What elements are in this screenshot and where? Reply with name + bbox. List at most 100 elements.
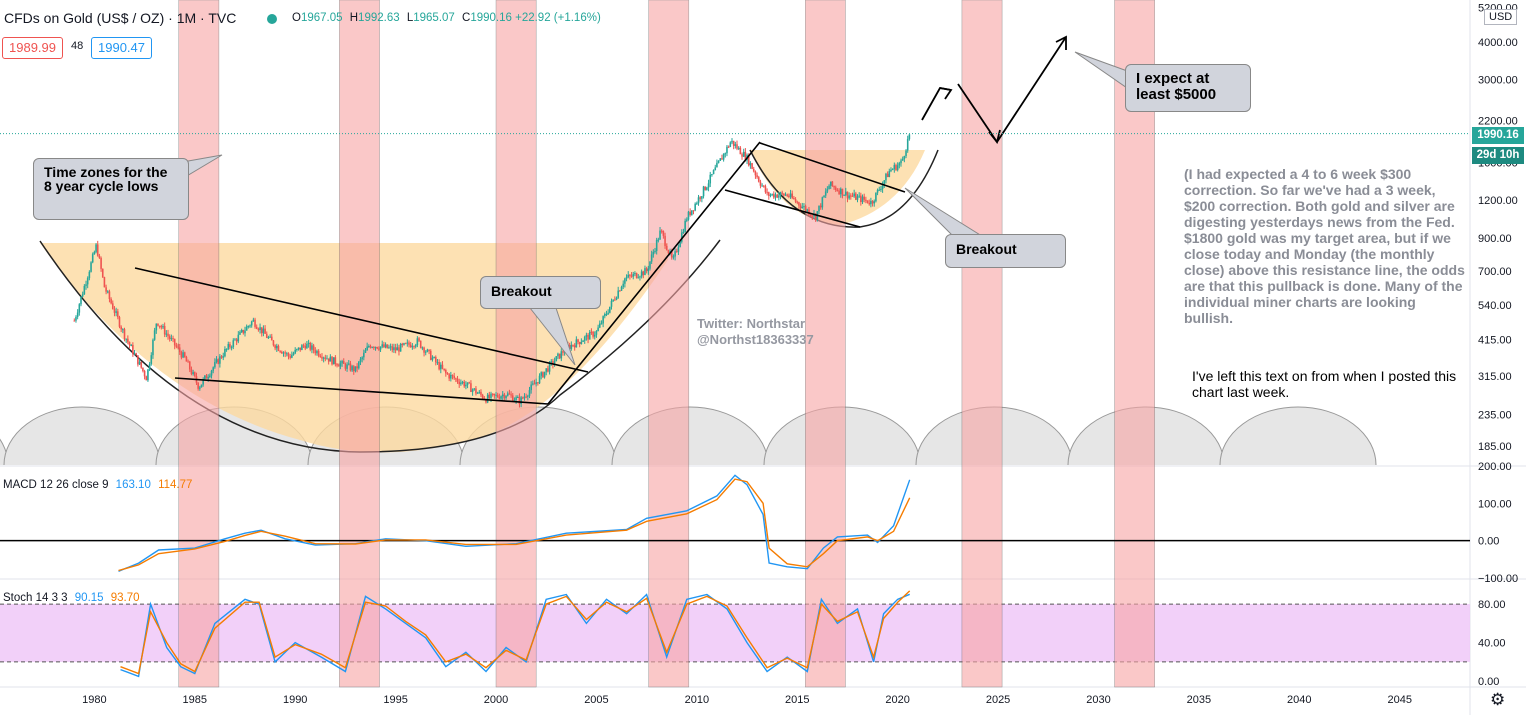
price-candle (846, 191, 849, 199)
ohlc-high-value: 1992.63 (358, 12, 400, 24)
time-zones-callout[interactable]: Time zones for the 8 year cycle lows (33, 158, 189, 220)
price-candle (344, 363, 347, 369)
macd-tick-label: −100.00 (1478, 573, 1518, 585)
price-candle (496, 394, 499, 398)
price-candle (108, 291, 111, 299)
sell-price-button[interactable]: 1989.99 (2, 37, 63, 59)
price-candle (182, 352, 184, 358)
price-candle (403, 343, 405, 345)
analysis-note[interactable]: (I had expected a 4 to 6 week $300 corre… (1184, 166, 1465, 326)
price-candle (351, 366, 353, 371)
price-candle (664, 235, 666, 246)
currency-badge[interactable]: USD (1484, 9, 1518, 25)
breakout-callout-1[interactable]: Breakout (480, 276, 601, 309)
price-candle (453, 375, 455, 379)
price-candle (903, 156, 906, 159)
price-candle (863, 196, 865, 200)
buy-price-button[interactable]: 1990.47 (91, 37, 152, 59)
price-candle (86, 278, 89, 285)
price-candle (237, 334, 240, 342)
macd-tick-label: 100.00 (1478, 498, 1512, 510)
price-candle (281, 351, 283, 354)
price-candle (880, 189, 882, 191)
price-tick-label: 315.00 (1478, 371, 1512, 383)
macd-tick-label: 200.00 (1478, 461, 1512, 473)
price-candle (209, 375, 211, 378)
price-candle (123, 329, 126, 339)
price-candle (366, 346, 368, 351)
price-candle (433, 357, 435, 359)
time-tick-label: 2040 (1287, 694, 1311, 706)
expect-callout[interactable]: I expect at least $5000 (1125, 64, 1251, 112)
left-on-note[interactable]: I've left this text on from when I poste… (1192, 368, 1457, 400)
gear-icon[interactable]: ⚙ (1490, 690, 1506, 709)
price-candle (525, 396, 527, 398)
price-candle (530, 384, 532, 391)
watermark-line-1: Twitter: Northstar (697, 316, 806, 331)
price-candle (292, 353, 295, 355)
price-candle (401, 343, 404, 345)
price-candle (299, 347, 302, 351)
price-candle (264, 328, 266, 334)
symbol-title[interactable]: CFDs on Gold (US$ / OZ) · 1M · TVC (4, 10, 237, 26)
price-candle (568, 345, 571, 349)
price-candle (322, 357, 325, 359)
price-candle (888, 171, 891, 178)
price-candle (193, 372, 196, 377)
price-candle (443, 368, 445, 370)
price-candle (81, 294, 84, 297)
price-candle (774, 194, 777, 198)
price-candle (173, 338, 176, 346)
price-candle (660, 230, 663, 232)
price-candle (535, 382, 537, 384)
price-candle (778, 195, 780, 198)
price-candle (697, 197, 700, 204)
price-candle (413, 346, 415, 348)
price-candle (242, 329, 245, 334)
price-candle (886, 173, 889, 178)
price-candle (657, 239, 660, 241)
price-candle (655, 239, 658, 251)
price-tick-label: 235.00 (1478, 409, 1512, 421)
price-candle (632, 274, 635, 277)
price-candle (691, 210, 693, 215)
price-candle (905, 150, 907, 157)
price-candle (642, 271, 645, 276)
price-candle (162, 325, 164, 328)
price-candle (784, 194, 787, 196)
price-candle (111, 303, 114, 310)
price-candle (650, 254, 653, 262)
price-candle (296, 349, 298, 351)
ohlc-close-value: 1990.16 (470, 12, 512, 24)
price-candle (73, 320, 76, 322)
price-candle (199, 387, 201, 389)
price-candle (88, 271, 91, 279)
price-candle (649, 261, 651, 269)
price-candle (83, 285, 86, 295)
price-candle (91, 254, 94, 263)
breakout-callout-2[interactable]: Breakout (945, 234, 1066, 268)
price-candle (543, 371, 546, 378)
price-candle (527, 395, 529, 397)
price-candle (227, 344, 230, 349)
time-tick-label: 2015 (785, 694, 809, 706)
price-candle (701, 196, 703, 199)
price-candle (702, 186, 705, 197)
price-candle (311, 345, 313, 350)
price-candle (436, 362, 439, 364)
macd-legend[interactable]: MACD 12 26 close 9 163.10 114.77 (3, 479, 192, 491)
stoch-legend[interactable]: Stoch 14 3 3 90.15 93.70 (3, 592, 140, 604)
price-candle (901, 158, 904, 161)
price-candle (756, 175, 758, 178)
price-candle (354, 366, 357, 372)
price-candle (210, 370, 213, 376)
price-candle (898, 163, 901, 166)
price-candle (249, 325, 251, 327)
price-candle (376, 346, 379, 349)
price-candle (133, 353, 136, 355)
price-candle (260, 327, 263, 334)
price-candle (495, 394, 497, 396)
price-candle (602, 316, 604, 324)
price-candle (617, 290, 619, 298)
